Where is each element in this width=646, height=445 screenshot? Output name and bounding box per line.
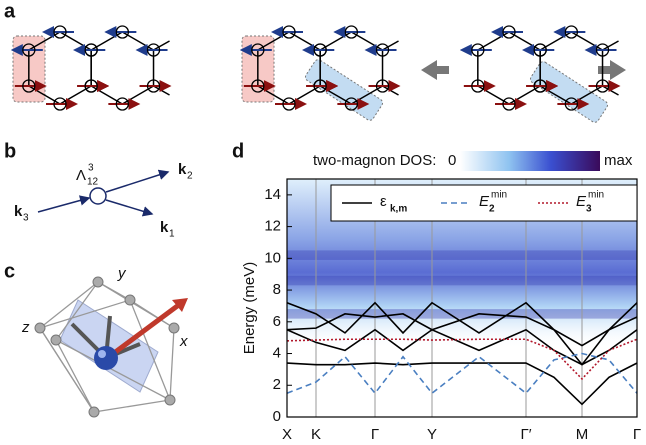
chart: d two-magnon DOS: 0 max X K Γ Y Γ′ M Γ 0 2 4 6 8 10 12 14 E… xyxy=(232,140,641,443)
legend-label-sub: 3 xyxy=(586,204,592,215)
y-tick-label: 12 xyxy=(264,218,281,235)
vertex-sup: 3 xyxy=(88,163,94,174)
panel-label: d xyxy=(232,140,244,162)
vertex-symbol: Λ xyxy=(76,167,86,184)
bond xyxy=(383,86,399,95)
momentum: k xyxy=(178,161,187,178)
colorbar-label: two-magnon DOS: xyxy=(313,152,436,169)
axis-label: z xyxy=(21,319,30,336)
figure: a b Λ 3 12 k 3 k 2 k 1 c xyxy=(0,0,646,445)
panel-c: c y z x xyxy=(4,260,188,417)
ion-highlight xyxy=(98,350,106,358)
axis-label: x xyxy=(179,333,188,350)
x-tick-label: Γ xyxy=(371,426,379,443)
lattice xyxy=(462,26,619,124)
lattice xyxy=(13,26,170,110)
hexagon xyxy=(478,32,540,104)
panel-b: b Λ 3 12 k 3 k 2 k 1 xyxy=(4,140,193,239)
bond xyxy=(383,41,399,50)
momentum-sub: 2 xyxy=(187,171,193,182)
arrow-right xyxy=(421,60,449,80)
bond xyxy=(154,41,170,50)
legend-label-sup: min xyxy=(588,190,604,201)
y-tick-label: 14 xyxy=(264,186,281,203)
bond xyxy=(154,86,170,95)
legend-label-sup: min xyxy=(491,190,507,201)
ion xyxy=(94,346,118,370)
y-tick-label: 4 xyxy=(273,345,281,362)
x-tick-label: Y xyxy=(427,426,437,443)
momentum-sub: 3 xyxy=(23,213,29,224)
x-tick-label: K xyxy=(311,426,321,443)
edge xyxy=(106,200,152,214)
momentum: k xyxy=(160,219,169,236)
colorbar-max: max xyxy=(604,152,633,169)
panel-label: a xyxy=(4,0,16,22)
colorbar xyxy=(460,151,600,171)
colorbar-min: 0 xyxy=(448,152,456,169)
bond xyxy=(603,41,619,50)
dos-band xyxy=(287,276,637,286)
series-line xyxy=(287,363,637,404)
legend-label-sub: k,m xyxy=(390,204,407,215)
x-tick-label: Γ xyxy=(633,426,641,443)
panel-a: a xyxy=(4,0,626,124)
y-tick-label: 0 xyxy=(273,408,281,425)
edge xyxy=(106,172,168,192)
y-axis-label: Energy (meV) xyxy=(241,262,258,355)
series-line xyxy=(287,354,637,394)
x-tick-label: Γ′ xyxy=(520,426,531,443)
legend-label-sub: 2 xyxy=(489,204,495,215)
panel-label: c xyxy=(4,260,15,282)
vertex xyxy=(90,188,106,204)
y-tick-label: 10 xyxy=(264,249,281,266)
legend-label: ε xyxy=(380,193,387,210)
lattice xyxy=(242,26,399,122)
bond xyxy=(603,86,619,95)
momentum: k xyxy=(14,203,23,220)
panel-label: b xyxy=(4,140,16,162)
x-tick-label: M xyxy=(576,426,589,443)
edge xyxy=(38,198,89,212)
vertex-sub: 12 xyxy=(87,177,99,188)
axis-label: y xyxy=(117,265,127,282)
dos-band xyxy=(287,250,637,260)
y-tick-label: 2 xyxy=(273,376,281,393)
y-tick-label: 8 xyxy=(273,281,281,298)
momentum-sub: 1 xyxy=(169,229,175,240)
y-tick-label: 6 xyxy=(273,313,281,330)
hexagon xyxy=(91,32,153,104)
x-tick-label: X xyxy=(282,426,292,443)
